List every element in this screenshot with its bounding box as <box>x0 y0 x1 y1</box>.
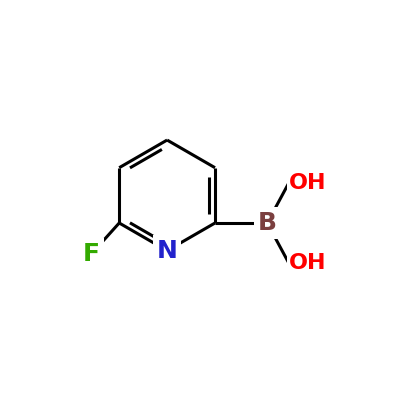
Text: OH: OH <box>289 253 326 273</box>
Text: F: F <box>83 242 100 266</box>
Text: B: B <box>258 211 277 235</box>
Text: N: N <box>157 239 178 263</box>
Text: OH: OH <box>289 173 326 193</box>
